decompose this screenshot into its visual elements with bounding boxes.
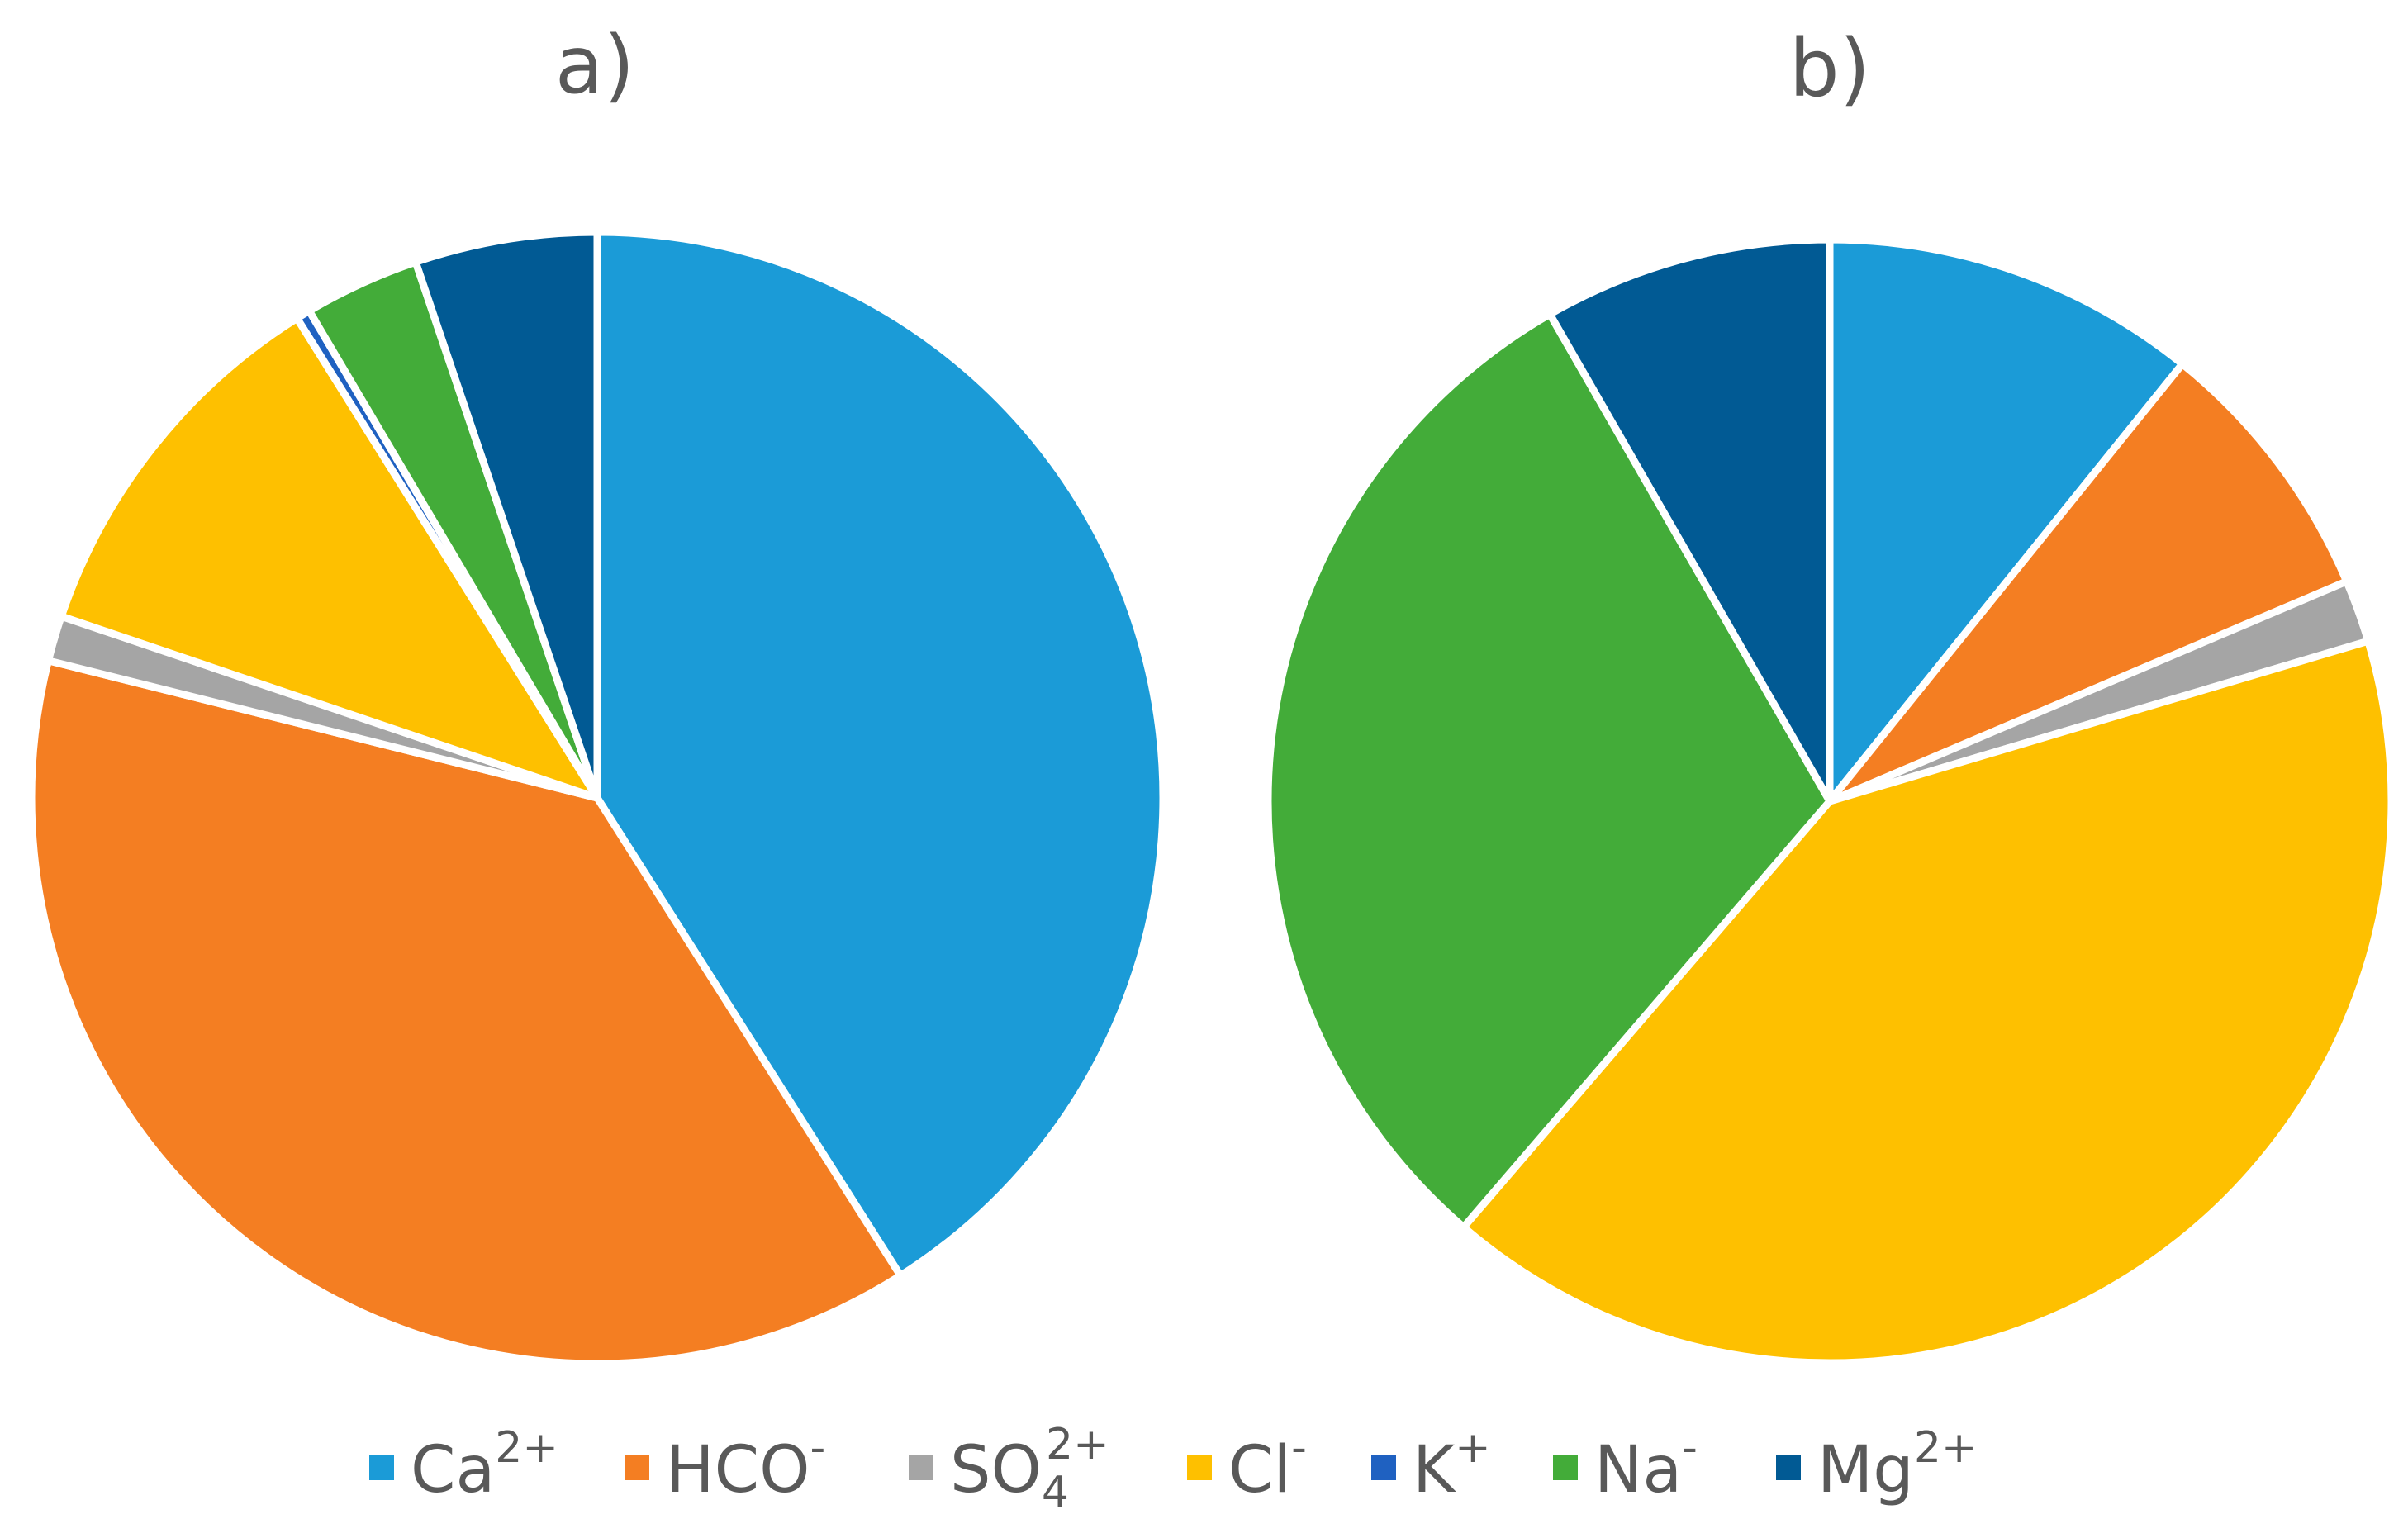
legend-swatch-so42 <box>909 1455 933 1480</box>
pie-b-slice-cl <box>1460 637 2396 1367</box>
legend-swatch-ca2 <box>369 1455 394 1480</box>
legend-label-mg2: Mg2+ <box>1817 1423 1977 1507</box>
pie-a-slice-hco <box>27 657 905 1368</box>
legend-label-cl: Cl- <box>1228 1423 1307 1507</box>
pie-b-slice-mg2 <box>1546 235 1834 805</box>
legend-label-base: Mg <box>1817 1433 1914 1507</box>
legend-swatch-k <box>1371 1455 1396 1480</box>
legend-label-na: Na- <box>1594 1423 1698 1507</box>
legend-label-k: K+ <box>1413 1423 1491 1507</box>
legend-label-superscript: + <box>1455 1423 1491 1473</box>
legend-swatch-mg2 <box>1776 1455 1801 1480</box>
legend: Ca2+ HCO- SO42+ Cl- K+ Na- Mg2+ <box>369 1420 1977 1517</box>
legend-swatch-na <box>1553 1455 1578 1480</box>
legend-label-base: Cl <box>1228 1433 1291 1507</box>
legend-label-ca2: Ca2+ <box>411 1423 558 1507</box>
legend-swatch-cl <box>1187 1455 1212 1480</box>
legend-label-base: HCO <box>666 1433 810 1507</box>
legend-label-so42: SO42+ <box>950 1420 1109 1517</box>
legend-label-base: Ca <box>411 1433 495 1507</box>
legend-label-superscript: 2+ <box>1046 1420 1109 1469</box>
legend-swatch-hco <box>625 1455 649 1480</box>
pie-b-slice-hco <box>1826 360 2351 805</box>
legend-label-superscript: - <box>810 1423 826 1473</box>
legend-label-base: K <box>1413 1433 1456 1507</box>
chart-b-title: b) <box>1789 22 1870 115</box>
legend-label-superscript: - <box>1682 1423 1698 1473</box>
pie-b-slice-ca2 <box>1826 235 2187 805</box>
pie-b-slice-na <box>1264 310 1834 1232</box>
legend-label-subscript: 4 <box>1042 1468 1069 1517</box>
chart-a-title: a) <box>555 19 634 112</box>
legend-label-superscript: 2+ <box>1914 1423 1978 1473</box>
legend-label-base: SO <box>950 1433 1042 1507</box>
legend-label-superscript: - <box>1291 1423 1307 1473</box>
pie-a-slice-cl <box>57 314 601 802</box>
pie-chart-a <box>27 228 1167 1368</box>
pie-a-slice-mg2 <box>411 228 601 802</box>
legend-label-hco: HCO- <box>666 1423 825 1507</box>
pie-chart-b <box>1264 235 2396 1367</box>
legend-label-base: Na <box>1594 1433 1682 1507</box>
legend-label-superscript: 2+ <box>495 1423 558 1473</box>
